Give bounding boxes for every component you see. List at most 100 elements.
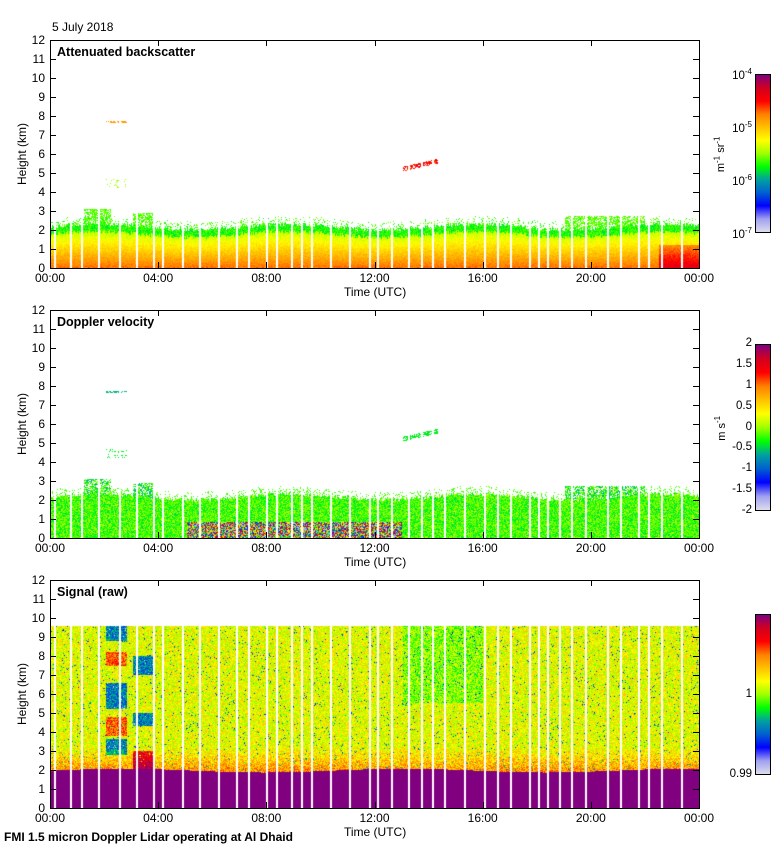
y-tick-mark [50, 637, 56, 638]
x-tick-mark [158, 262, 159, 268]
x-tick-label: 12:00 [359, 541, 390, 555]
colorbar-unit-label: m-1 sr-1 [713, 136, 728, 172]
y-tick-label: 8 [38, 649, 45, 663]
x-tick-mark-top [375, 310, 376, 316]
y-tick-mark [50, 675, 56, 676]
y-tick-mark [50, 386, 56, 387]
x-tick-label: 00:00 [34, 541, 66, 555]
y-tick-mark-right [693, 40, 699, 41]
y-tick-mark-right [693, 770, 699, 771]
y-tick-label: 6 [38, 147, 45, 161]
y-tick-label: 6 [38, 417, 45, 431]
x-tick-label: 16:00 [467, 811, 498, 825]
x-tick-mark [375, 262, 376, 268]
y-tick-label: 11 [32, 52, 45, 66]
y-tick-mark [50, 580, 56, 581]
x-tick-mark [266, 262, 267, 268]
y-tick-mark-right [693, 348, 699, 349]
y-tick-mark [50, 424, 56, 425]
x-tick-label: 20:00 [575, 811, 606, 825]
x-tick-mark-top [50, 580, 51, 586]
y-tick-label: 2 [38, 763, 45, 777]
panel-title: Signal (raw) [57, 585, 128, 599]
unit-exponent: -1 [712, 415, 722, 423]
x-tick-mark-top [699, 580, 700, 586]
x-tick-mark [50, 802, 51, 808]
colorbar-tick-label: 0.5 [736, 399, 752, 412]
x-tick-label: 08:00 [251, 271, 282, 285]
y-tick-mark-right [693, 519, 699, 520]
y-axis-label: Height (km) [15, 662, 29, 725]
y-tick-mark-right [693, 329, 699, 330]
y-tick-mark [50, 211, 56, 212]
colorbar-tick-label: 10-7 [712, 226, 752, 241]
y-tick-label: 9 [38, 630, 45, 644]
y-tick-mark [50, 656, 56, 657]
y-tick-label: 11 [32, 322, 45, 336]
unit-base: m s [715, 422, 728, 441]
colorbar-tick-label: 1.5 [736, 357, 752, 370]
colorbar-tick-label: 1 [745, 378, 752, 391]
colorbar-tick-base: 10 [732, 175, 745, 188]
y-tick-label: 4 [38, 185, 45, 199]
y-tick-label: 7 [38, 668, 45, 682]
y-tick-mark-right [693, 618, 699, 619]
y-tick-label: 2 [38, 493, 45, 507]
x-tick-label: 08:00 [251, 811, 282, 825]
y-tick-mark [50, 538, 56, 539]
x-tick-mark-top [158, 310, 159, 316]
y-tick-mark [50, 40, 56, 41]
y-tick-mark [50, 808, 56, 809]
x-tick-label: 00:00 [34, 271, 66, 285]
unit-base: m [715, 162, 728, 172]
colorbar [755, 614, 771, 775]
unit-base: sr [715, 143, 728, 156]
colorbar [755, 344, 771, 511]
y-tick-mark-right [693, 732, 699, 733]
y-tick-label: 8 [38, 109, 45, 123]
y-tick-mark [50, 116, 56, 117]
y-tick-mark-right [693, 637, 699, 638]
y-tick-mark [50, 310, 56, 311]
y-tick-mark-right [693, 135, 699, 136]
y-tick-label: 5 [38, 436, 45, 450]
y-tick-mark-right [693, 694, 699, 695]
x-tick-mark [375, 532, 376, 538]
y-tick-mark-right [693, 481, 699, 482]
y-tick-mark-right [693, 59, 699, 60]
y-tick-mark [50, 462, 56, 463]
x-tick-mark-top [375, 580, 376, 586]
x-tick-mark-top [266, 40, 267, 46]
y-tick-mark [50, 59, 56, 60]
y-tick-mark [50, 249, 56, 250]
y-tick-mark [50, 481, 56, 482]
y-tick-mark-right [693, 789, 699, 790]
colorbar-tick-label: 10-6 [712, 173, 752, 188]
y-tick-mark [50, 694, 56, 695]
y-tick-mark [50, 519, 56, 520]
heatmap-canvas [51, 581, 699, 808]
chart-panel-1: Doppler velocity [50, 310, 700, 539]
y-tick-label: 3 [38, 204, 45, 218]
x-tick-mark-top [266, 310, 267, 316]
x-tick-label: 20:00 [575, 541, 606, 555]
colorbar-tick-label: -2 [741, 504, 752, 516]
y-tick-mark-right [693, 386, 699, 387]
y-tick-label: 1 [38, 512, 45, 526]
x-tick-mark [266, 802, 267, 808]
y-tick-label: 8 [38, 379, 45, 393]
y-tick-mark-right [693, 538, 699, 539]
x-tick-mark-top [158, 40, 159, 46]
x-tick-mark-top [591, 310, 592, 316]
x-axis-label: Time (UTC) [344, 285, 407, 299]
y-tick-label: 0 [38, 261, 45, 275]
y-tick-mark-right [693, 405, 699, 406]
y-tick-mark [50, 329, 56, 330]
x-tick-mark-top [50, 310, 51, 316]
colorbar-tick-label: -0.5 [732, 441, 752, 454]
x-tick-label: 00:00 [34, 811, 66, 825]
x-tick-mark-top [699, 310, 700, 316]
y-tick-label: 3 [38, 474, 45, 488]
y-tick-mark [50, 500, 56, 501]
y-tick-mark-right [693, 656, 699, 657]
